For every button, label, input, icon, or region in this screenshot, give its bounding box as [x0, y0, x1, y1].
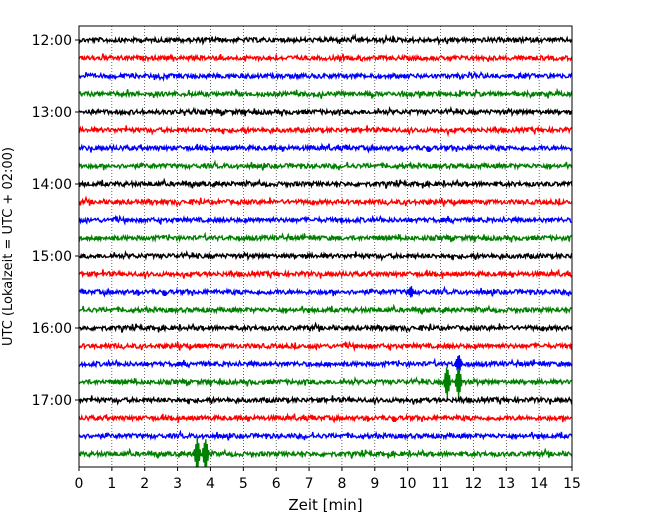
- trace-12:00: [78, 33, 573, 46]
- trace-15:00: [78, 249, 573, 262]
- trace-17:45: [78, 437, 573, 468]
- trace-17:15: [78, 412, 573, 424]
- trace-15:30: [78, 285, 573, 298]
- x-tick-label: 2: [140, 476, 149, 492]
- y-ticks: 12:00 13:00 14:00 15:00 16:00 17:00: [32, 33, 79, 409]
- x-tick-label: 12: [464, 476, 482, 492]
- trace-15:15: [78, 268, 573, 280]
- trace-15:45: [78, 303, 573, 315]
- trace-12:45: [78, 87, 573, 99]
- trace-17:30: [78, 429, 573, 441]
- y-tick-label: 17:00: [32, 393, 72, 409]
- trace-13:15: [78, 125, 573, 138]
- axes: [78, 25, 573, 468]
- x-tick-label: 5: [239, 476, 248, 492]
- trace-14:15: [78, 195, 573, 208]
- x-tick-label: 0: [75, 476, 84, 492]
- x-axis-label: Zeit [min]: [288, 496, 362, 514]
- y-tick-label: 12:00: [32, 33, 72, 49]
- trace-16:30: [78, 355, 573, 374]
- y-tick-label: 14:00: [32, 177, 72, 193]
- trace-17:00: [78, 395, 573, 406]
- seismic-traces: [78, 33, 573, 468]
- x-tick-label: 14: [530, 476, 548, 492]
- x-tick-label: 15: [563, 476, 581, 492]
- x-tick-label: 1: [107, 476, 116, 492]
- y-tick-label: 13:00: [32, 105, 72, 121]
- x-tick-label: 11: [432, 476, 450, 492]
- trace-14:30: [78, 214, 572, 226]
- x-tick-label: 9: [370, 476, 379, 492]
- trace-14:00: [78, 177, 573, 189]
- trace-16:00: [78, 321, 573, 334]
- trace-13:00: [78, 105, 573, 118]
- y-tick-label: 15:00: [32, 249, 72, 265]
- trace-16:15: [78, 340, 573, 352]
- x-tick-label: 4: [206, 476, 215, 492]
- y-axis-label: UTC (Lokalzeit = UTC + 02:00): [1, 147, 16, 346]
- trace-12:30: [78, 70, 573, 83]
- trace-12:15: [78, 53, 573, 63]
- x-ticks: 0 1 2 3 4 5 6 7 8 9 10 11 12 13 14 15: [75, 467, 581, 492]
- trace-13:30: [78, 142, 573, 154]
- x-tick-label: 3: [173, 476, 182, 492]
- plot-frame: [78, 25, 573, 468]
- trace-13:45: [78, 159, 573, 171]
- x-tick-label: 13: [497, 476, 515, 492]
- y-tick-label: 16:00: [32, 321, 72, 337]
- x-tick-label: 6: [272, 476, 281, 492]
- x-tick-label: 8: [337, 476, 346, 492]
- x-tick-label: 7: [305, 476, 314, 492]
- trace-14:45: [78, 231, 573, 243]
- x-tick-label: 10: [399, 476, 417, 492]
- trace-16:45: [78, 367, 573, 398]
